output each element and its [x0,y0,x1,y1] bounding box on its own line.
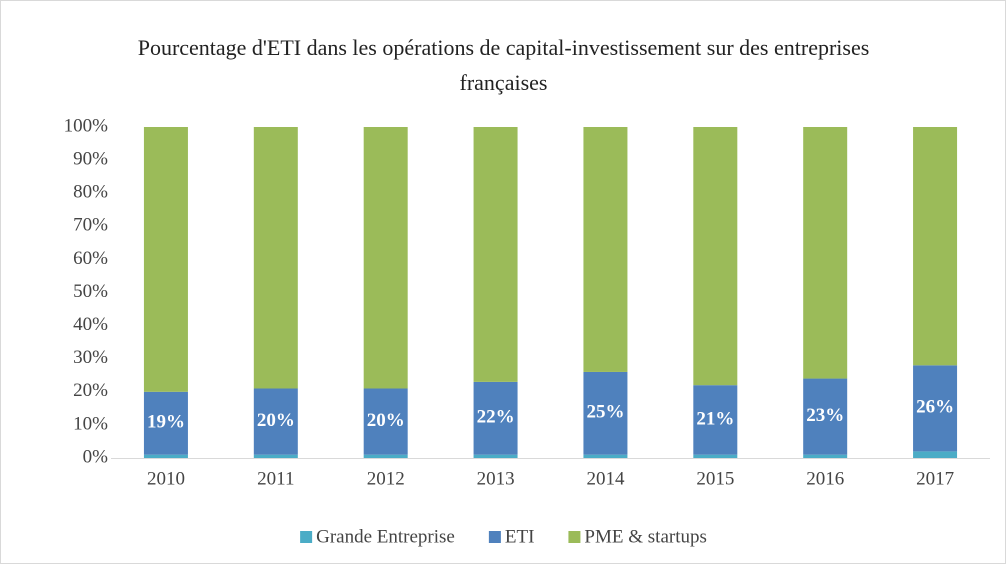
y-tick-label: 100% [64,115,109,136]
legend-label: ETI [505,526,535,547]
data-label: 25% [586,402,624,423]
bar-segment [143,127,188,392]
y-tick-label: 30% [73,347,108,368]
bar-segment [803,127,848,379]
bar-segment [803,378,848,455]
bar-segment [693,454,738,458]
y-tick-label: 10% [73,413,108,434]
bar-segment [143,391,188,455]
bar-segment [913,451,958,458]
x-tick-label: 2014 [586,468,625,489]
bar-segment [583,127,628,372]
x-tick-label: 2012 [367,468,405,489]
bar-segment [143,454,188,458]
bar-segment [583,371,628,455]
y-tick-label: 0% [83,446,109,467]
legend-swatch [568,531,581,543]
x-tick-label: 2016 [806,468,844,489]
bar-segment [913,127,958,366]
bar-segment [473,454,518,458]
bar-segment [583,454,628,458]
bar-segment [693,385,738,455]
y-tick-label: 70% [73,215,108,236]
y-tick-label: 60% [73,248,108,269]
x-tick-label: 2015 [696,468,734,489]
x-tick-label: 2010 [147,468,185,489]
y-tick-label: 90% [73,148,108,169]
x-tick-label: 2011 [257,468,294,489]
y-tick-label: 20% [73,380,108,401]
bar-segment [363,454,408,458]
bar-segment [253,454,298,458]
bar-segment [473,381,518,455]
y-tick-label: 40% [73,314,108,335]
data-label: 26% [916,397,954,418]
data-label: 23% [806,405,844,426]
bar-segment [253,127,298,389]
data-label: 20% [257,410,295,431]
bar-segment [253,388,298,455]
bar-segment [473,127,518,382]
bar-segment [913,365,958,452]
legend-label: PME & startups [584,526,706,547]
data-label: 19% [147,412,185,433]
y-tick-label: 50% [73,281,108,302]
y-tick-label: 80% [73,182,108,203]
legend-label: Grande Entreprise [316,526,455,547]
bar-segment [693,127,738,386]
x-tick-label: 2013 [477,468,515,489]
legend-swatch [488,531,501,543]
chart-title: Pourcentage d'ETI dans les opérations de… [137,35,870,95]
bar-segment [363,127,408,389]
legend-swatch [300,531,313,543]
x-tick-label: 2017 [916,468,954,489]
bar-segment [363,388,408,455]
data-label: 22% [477,407,515,428]
data-label: 21% [696,408,734,429]
bar-segment [803,454,848,458]
data-label: 20% [367,410,405,431]
